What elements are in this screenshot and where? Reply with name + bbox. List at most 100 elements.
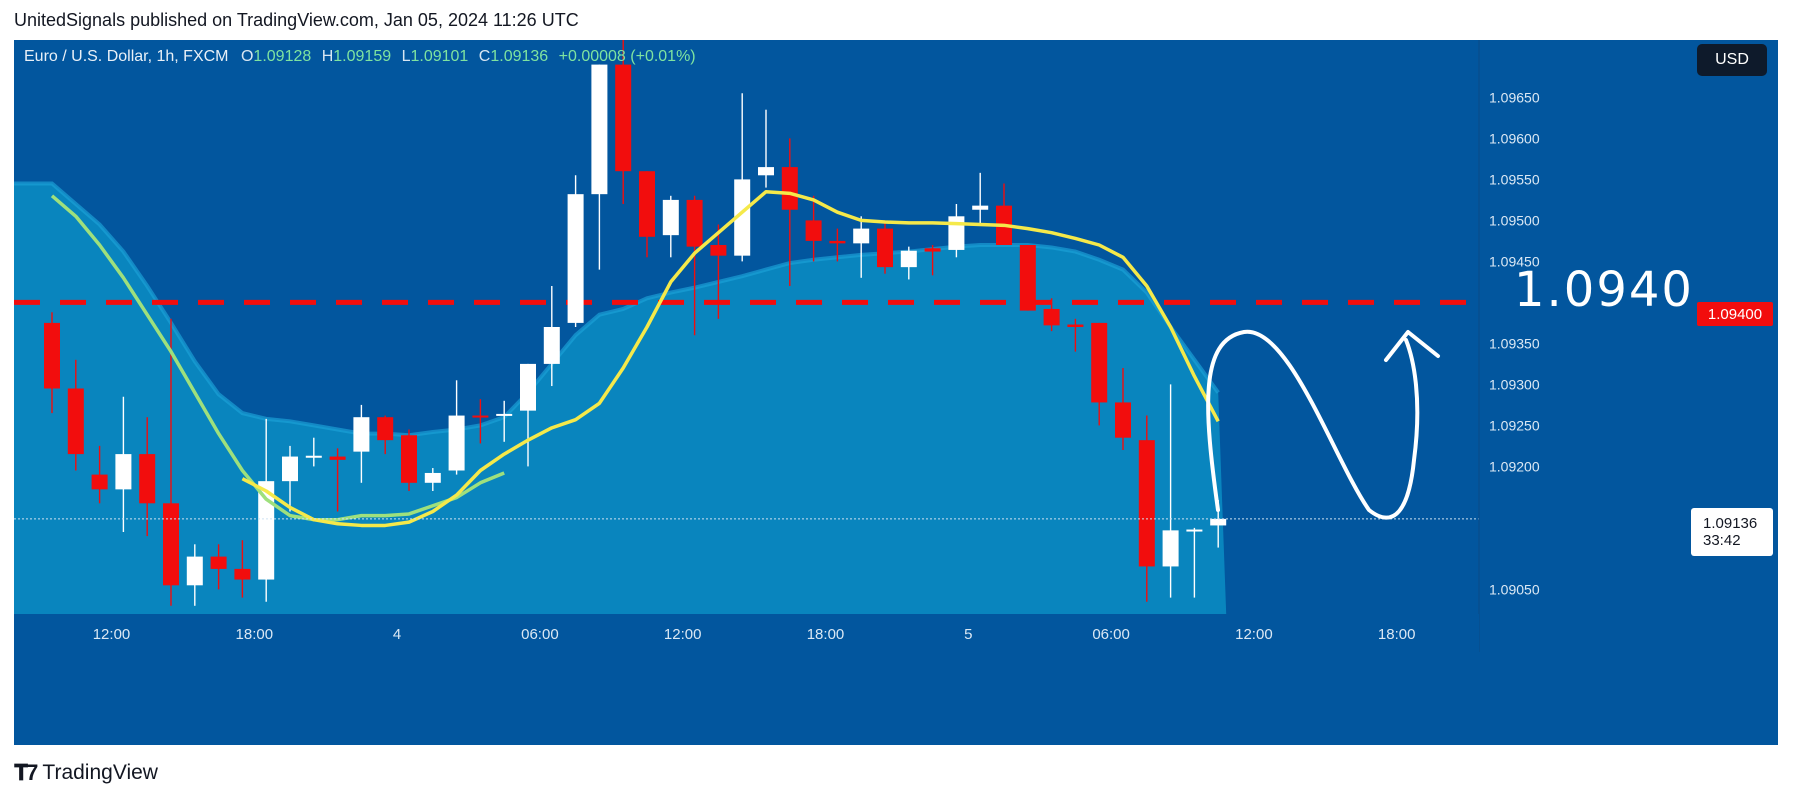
candle-body	[282, 456, 298, 482]
low-label: L	[401, 48, 411, 65]
symbol-label[interactable]: Euro / U.S. Dollar, 1h, FXCM	[24, 48, 229, 65]
candle-body	[91, 474, 108, 490]
target-annotation-label: 1.0940	[1514, 262, 1694, 318]
candle	[401, 429, 417, 491]
candle	[1091, 322, 1108, 426]
candle-body	[543, 327, 560, 364]
candle-body	[163, 503, 179, 586]
candle	[805, 195, 822, 262]
candle-body	[401, 435, 417, 483]
candle-body	[639, 171, 655, 237]
candle-body	[1115, 402, 1131, 438]
candle	[329, 448, 346, 512]
y-tick-label: 1.09200	[1489, 458, 1540, 474]
tradingview-logo[interactable]: 𝐓7 TradingView	[14, 760, 158, 786]
candle	[591, 64, 608, 270]
forecast-arrow-head	[1384, 330, 1440, 362]
y-tick-label: 1.09600	[1489, 130, 1540, 146]
candle-body	[781, 167, 798, 210]
candle-body	[567, 194, 584, 323]
x-tick-label: 12:00	[664, 626, 702, 643]
candle	[163, 318, 179, 606]
candle	[758, 109, 774, 188]
candle	[543, 286, 560, 387]
x-tick-label: 5	[964, 626, 972, 643]
y-tick-label: 1.09450	[1489, 253, 1540, 269]
candle	[972, 172, 989, 225]
candle	[1019, 245, 1036, 311]
moving-averages-layer	[50, 189, 1220, 528]
candle	[710, 224, 727, 319]
x-tick-label: 18:00	[236, 626, 274, 643]
candle	[234, 540, 251, 598]
candle	[900, 246, 917, 280]
candle	[305, 437, 322, 467]
candle	[567, 175, 584, 327]
currency-button[interactable]: USD	[1697, 44, 1767, 76]
high-label: H	[321, 48, 334, 65]
candle	[996, 183, 1012, 245]
candle	[496, 400, 513, 442]
candle-body	[1138, 440, 1155, 567]
brand-label: TradingView	[42, 761, 158, 784]
candle	[44, 312, 60, 414]
x-tick-label: 18:00	[807, 626, 845, 643]
currency-label: USD	[1715, 51, 1749, 68]
candle	[139, 417, 156, 537]
candle	[924, 245, 941, 276]
candle	[353, 404, 370, 483]
candle-body	[424, 472, 441, 483]
candle	[781, 138, 798, 286]
candle	[377, 415, 394, 455]
forecast-wave-path	[1206, 329, 1420, 520]
candle	[686, 195, 703, 336]
candle-body	[44, 322, 60, 389]
current-price-label: 1.09136	[1703, 515, 1758, 532]
candle	[615, 40, 632, 204]
candle-body	[1186, 529, 1203, 532]
candle-body	[186, 556, 203, 586]
candle-body	[853, 228, 870, 244]
candle-body	[948, 216, 965, 250]
candle-body	[734, 179, 751, 256]
high-value: 1.09159	[333, 48, 392, 65]
level-price-label: 1.09400	[1707, 305, 1763, 323]
published-line: UnitedSignals published on TradingView.c…	[14, 10, 579, 30]
candle	[520, 363, 536, 467]
candle-body	[615, 64, 632, 172]
candle	[115, 396, 132, 532]
candle-body	[210, 556, 227, 569]
candle-body	[591, 64, 608, 195]
candle-body	[67, 388, 84, 455]
candle-body	[924, 248, 941, 252]
open-value: 1.09128	[253, 48, 312, 65]
ma-band-fill	[14, 183, 1227, 614]
y-tick-label: 1.09500	[1489, 212, 1540, 228]
candle-body	[448, 415, 465, 471]
candle	[1138, 415, 1155, 602]
countdown-label: 33:42	[1703, 532, 1741, 549]
candle-body	[877, 228, 893, 268]
candle-body	[115, 454, 132, 490]
candle	[853, 216, 870, 278]
candle-body	[758, 167, 774, 176]
candle-body	[710, 245, 727, 256]
candle	[67, 359, 84, 471]
x-tick-label: 12:00	[1235, 626, 1273, 643]
close-value: 1.09136	[490, 48, 549, 65]
open-label: O	[240, 48, 254, 65]
x-tick-label: 18:00	[1378, 626, 1416, 643]
candle	[186, 544, 203, 606]
chart-area[interactable]: 1.09650 1.09600 1.09550 1.09500 1.09450 1.093…	[14, 40, 1778, 745]
price-chart[interactable]: 1.09650 1.09600 1.09550 1.09500 1.09450 1.093…	[14, 40, 1778, 745]
candle-body	[234, 568, 251, 580]
candle-body	[472, 415, 489, 418]
green-ma-line	[50, 194, 505, 522]
y-tick-label: 1.09550	[1489, 171, 1540, 187]
candle	[734, 93, 751, 262]
candle	[1162, 384, 1179, 598]
yellow-ma-line	[241, 189, 1220, 528]
annotation-layer	[1206, 329, 1440, 520]
ohlc-legend: Euro / U.S. Dollar, 1h, FXCM O1.09128 H1…	[24, 48, 696, 66]
y-tick-label: 1.09250	[1489, 417, 1540, 433]
